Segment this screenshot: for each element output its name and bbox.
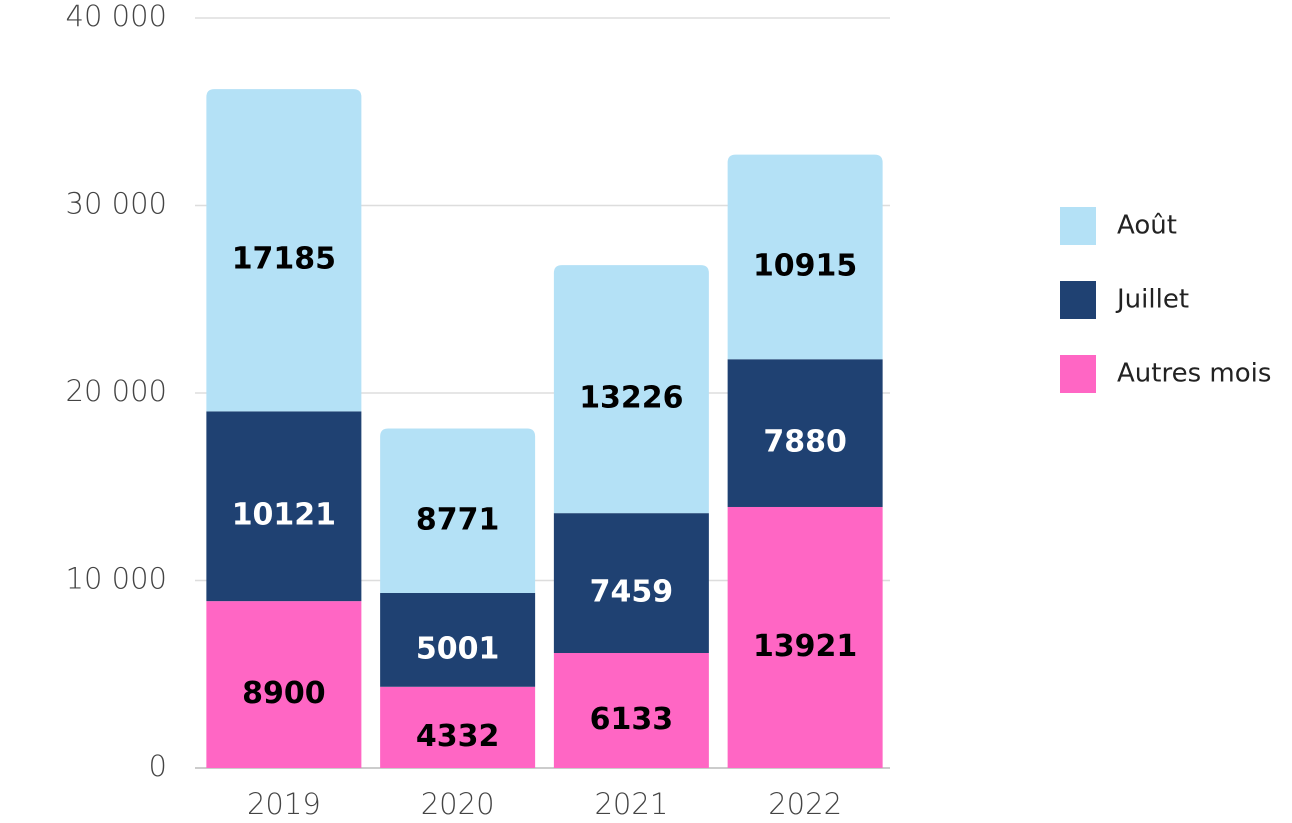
data-label: 13921	[753, 629, 857, 664]
bar-segment	[727, 359, 883, 507]
data-label: 8900	[242, 676, 326, 711]
x-tick-label: 2021	[594, 787, 668, 821]
bar-segment	[380, 686, 536, 768]
data-label: 17185	[232, 242, 336, 277]
legend-label: Juillet	[1115, 285, 1189, 315]
data-label: 5001	[416, 631, 500, 666]
data-label: 4332	[416, 719, 500, 754]
data-label: 6133	[590, 702, 674, 737]
bar-segment	[206, 411, 362, 602]
bar-segment	[553, 513, 709, 654]
bar-segment	[380, 593, 536, 687]
bar-segment	[206, 601, 362, 768]
data-label: 10915	[753, 248, 857, 283]
bar-segment	[553, 265, 709, 514]
data-label: 7880	[763, 425, 847, 460]
bar-segment	[380, 428, 536, 594]
bar-segment	[727, 506, 883, 768]
legend-label: Août	[1117, 211, 1177, 241]
data-label: 8771	[416, 502, 500, 537]
data-label: 13226	[579, 381, 683, 416]
bar-segment	[206, 89, 362, 412]
legend-swatch	[1060, 281, 1096, 319]
legend-label: Autres mois	[1117, 359, 1271, 389]
bar-segment	[553, 653, 709, 768]
y-tick-label: 10 000	[66, 562, 167, 596]
data-label: 10121	[232, 498, 336, 533]
bar-segment	[727, 154, 883, 360]
x-tick-label: 2020	[421, 787, 495, 821]
y-tick-label: 0	[149, 749, 167, 783]
legend-swatch	[1060, 355, 1096, 393]
y-tick-label: 30 000	[66, 187, 167, 221]
y-tick-label: 40 000	[66, 0, 167, 33]
x-tick-label: 2022	[768, 787, 842, 821]
data-label: 7459	[590, 575, 674, 610]
y-tick-label: 20 000	[66, 374, 167, 408]
x-tick-label: 2019	[247, 787, 321, 821]
legend-swatch	[1060, 207, 1096, 245]
